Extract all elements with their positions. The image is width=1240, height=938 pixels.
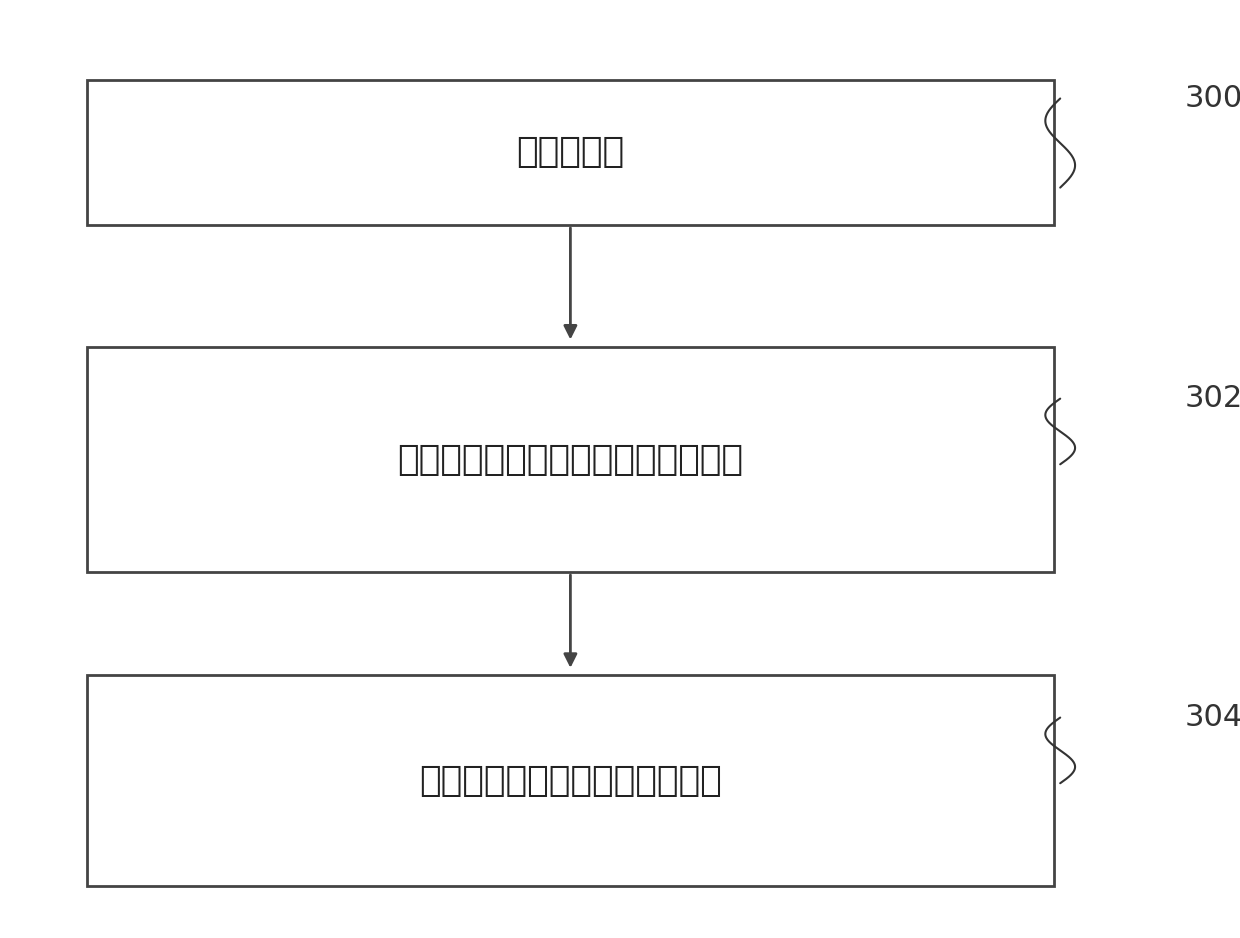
Bar	[87, 675, 1054, 886]
Bar	[87, 347, 1054, 572]
Text: 在涂物层的表面上形成复合膜层: 在涂物层的表面上形成复合膜层	[419, 764, 722, 798]
Text: 300: 300	[1184, 84, 1240, 113]
Text: 304: 304	[1184, 704, 1240, 732]
Text: 提供集电器: 提供集电器	[516, 135, 625, 170]
Text: 302: 302	[1184, 385, 1240, 413]
Text: 在集电器的至少一表面上形成涂物层: 在集电器的至少一表面上形成涂物层	[397, 443, 744, 477]
Bar	[87, 80, 1054, 225]
